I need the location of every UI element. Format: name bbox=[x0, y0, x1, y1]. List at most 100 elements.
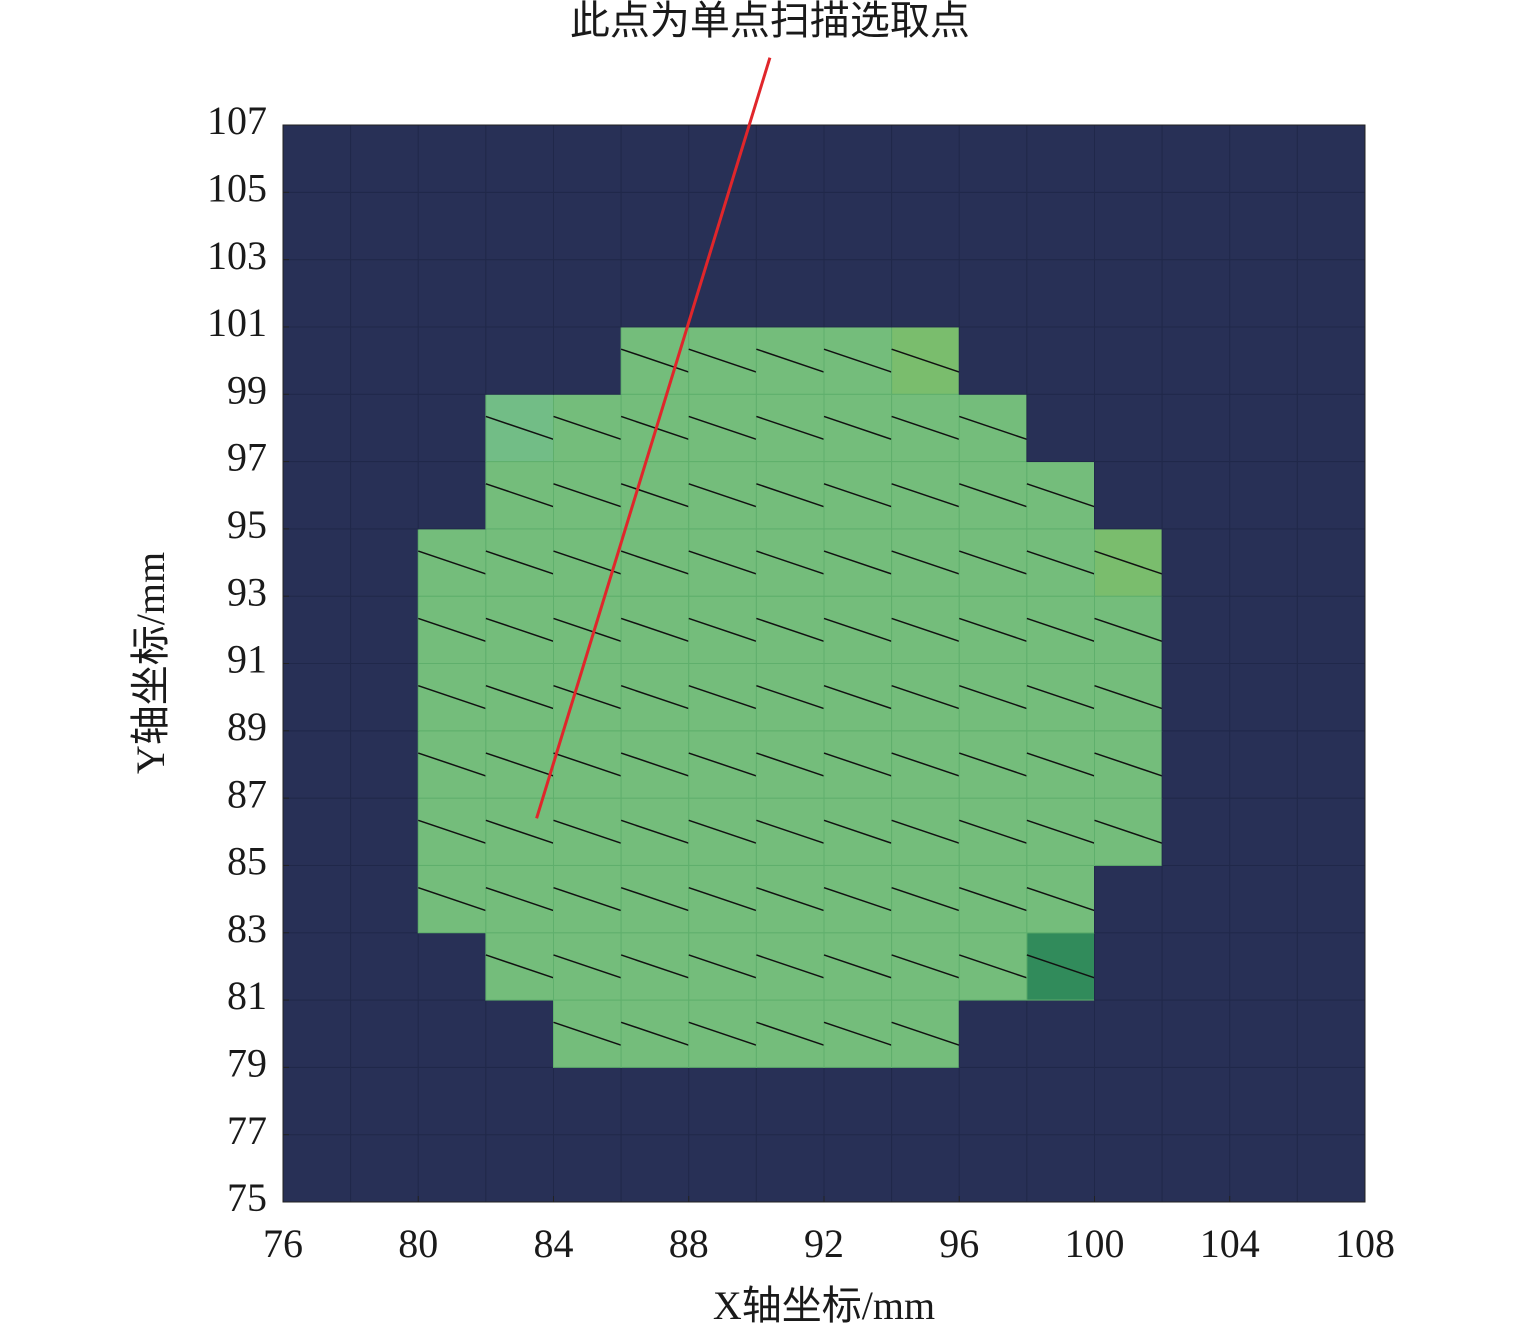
scan-path bbox=[1094, 752, 1163, 777]
scan-path bbox=[1094, 685, 1163, 710]
scan-path bbox=[553, 550, 622, 575]
x-tick-label: 88 bbox=[669, 1221, 709, 1266]
scan-path bbox=[485, 617, 554, 642]
cell bbox=[1094, 1066, 1163, 1136]
scan-path bbox=[959, 550, 1028, 575]
cell bbox=[1296, 932, 1366, 1001]
cell bbox=[1229, 1066, 1298, 1136]
scan-path bbox=[553, 954, 622, 979]
scan-path bbox=[688, 752, 757, 777]
cell bbox=[417, 393, 487, 463]
scan-path bbox=[891, 752, 960, 777]
cell bbox=[620, 1134, 690, 1203]
scan-path bbox=[891, 685, 960, 710]
cell bbox=[1094, 864, 1163, 934]
cell bbox=[1296, 393, 1366, 463]
y-tick-label: 93 bbox=[227, 569, 267, 614]
cell bbox=[417, 1134, 487, 1203]
cell bbox=[282, 932, 352, 1001]
y-tick-label: 107 bbox=[207, 98, 267, 143]
scan-path bbox=[891, 886, 960, 912]
cell bbox=[1026, 1134, 1095, 1203]
scan-path bbox=[959, 685, 1028, 710]
cell bbox=[1229, 461, 1298, 530]
scan-path bbox=[553, 415, 622, 441]
scan-path bbox=[891, 483, 960, 508]
cell bbox=[1026, 326, 1095, 395]
scan-path bbox=[823, 819, 892, 844]
cell bbox=[417, 259, 487, 328]
scan-path bbox=[620, 550, 689, 575]
cell bbox=[1161, 528, 1231, 597]
scan-path bbox=[1026, 752, 1095, 777]
cell bbox=[823, 1134, 893, 1203]
cell bbox=[282, 191, 352, 261]
y-tick-label: 75 bbox=[227, 1175, 267, 1220]
y-tick-label: 85 bbox=[227, 839, 267, 884]
cell bbox=[755, 124, 825, 193]
cell bbox=[1296, 191, 1366, 261]
cell bbox=[1296, 461, 1366, 530]
cell bbox=[823, 124, 893, 193]
cell bbox=[1229, 797, 1298, 866]
cell bbox=[350, 999, 419, 1068]
cell bbox=[1229, 191, 1298, 261]
cell bbox=[1094, 259, 1163, 328]
cell bbox=[1094, 1134, 1163, 1203]
x-tick-label: 92 bbox=[804, 1221, 844, 1266]
cell bbox=[891, 1134, 960, 1203]
cell bbox=[1161, 326, 1231, 395]
scan-path bbox=[756, 348, 825, 373]
scan-path bbox=[620, 1021, 689, 1046]
scan-path bbox=[1026, 954, 1095, 979]
scan-path bbox=[823, 685, 892, 710]
cell bbox=[1229, 999, 1298, 1068]
scan-path bbox=[891, 550, 960, 575]
cell bbox=[1094, 999, 1163, 1068]
cell bbox=[823, 191, 893, 261]
scan-path bbox=[823, 415, 892, 441]
cell bbox=[1026, 124, 1095, 193]
cell bbox=[1296, 730, 1366, 799]
cell bbox=[417, 326, 487, 395]
cell bbox=[350, 461, 419, 530]
scan-path bbox=[1026, 550, 1095, 575]
cell bbox=[350, 124, 419, 193]
cell bbox=[1161, 730, 1231, 799]
scan-path bbox=[620, 685, 689, 710]
cell bbox=[958, 1134, 1028, 1203]
cell bbox=[1026, 999, 1095, 1068]
cell bbox=[1229, 124, 1298, 193]
cell bbox=[1229, 393, 1298, 463]
cell bbox=[1296, 528, 1366, 597]
cell bbox=[1229, 595, 1298, 664]
cell bbox=[620, 932, 690, 1001]
scan-path bbox=[418, 886, 487, 912]
cell bbox=[1026, 191, 1095, 261]
scan-path bbox=[891, 819, 960, 844]
cell bbox=[1094, 326, 1163, 395]
cell bbox=[417, 124, 487, 193]
cell bbox=[282, 528, 352, 597]
cell bbox=[350, 528, 419, 597]
cell bbox=[553, 326, 622, 395]
cell bbox=[1229, 932, 1298, 1001]
cell bbox=[1094, 393, 1163, 463]
scan-path bbox=[688, 550, 757, 575]
cell bbox=[1296, 595, 1366, 664]
cell bbox=[1161, 124, 1231, 193]
x-tick-label: 76 bbox=[263, 1221, 303, 1266]
scan-path bbox=[1094, 550, 1163, 575]
scan-path bbox=[485, 415, 554, 441]
scan-path bbox=[553, 752, 622, 777]
cell bbox=[823, 730, 893, 799]
scan-path bbox=[1094, 819, 1163, 844]
scan-path bbox=[823, 617, 892, 642]
cell bbox=[958, 999, 1028, 1068]
scan-path bbox=[823, 752, 892, 777]
cell bbox=[1229, 1134, 1298, 1203]
scan-path bbox=[823, 954, 892, 979]
scan-path bbox=[823, 886, 892, 912]
cell bbox=[1161, 393, 1231, 463]
cell bbox=[958, 124, 1028, 193]
